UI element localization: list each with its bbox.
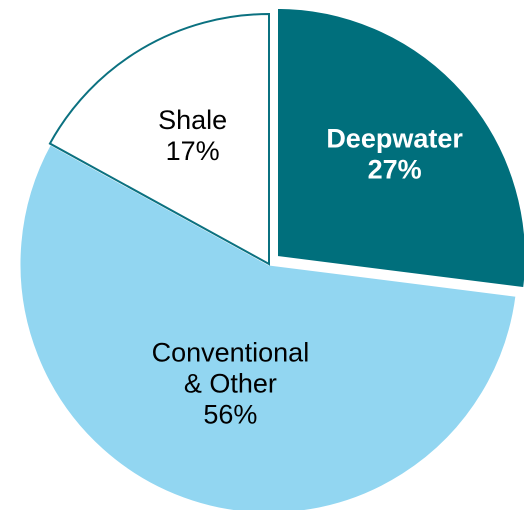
pie-slices <box>17 5 524 510</box>
pie-slice-shale <box>48 12 270 266</box>
pie-label-shale: Shale 17% <box>158 105 227 166</box>
pie-label-deepwater: Deepwater 27% <box>326 124 463 185</box>
pie-value-label: 56% <box>203 400 257 430</box>
pie-category-label: Shale <box>158 105 227 135</box>
pie-slice-conventional-and-other <box>17 141 519 510</box>
pie-value-label: 17% <box>166 136 220 166</box>
pie-category-label: Deepwater <box>326 124 463 154</box>
pie-category-label: & Other <box>184 369 277 399</box>
pie-label-conventional-and-other: Conventional & Other 56% <box>152 338 310 430</box>
pie-labels: Deepwater 27% Conventional & Other 56% Shale 1… <box>152 105 464 430</box>
pie-value-label: 27% <box>368 155 422 185</box>
pie-category-label: Conventional <box>152 338 310 368</box>
pie-slice-deepwater <box>274 5 524 291</box>
